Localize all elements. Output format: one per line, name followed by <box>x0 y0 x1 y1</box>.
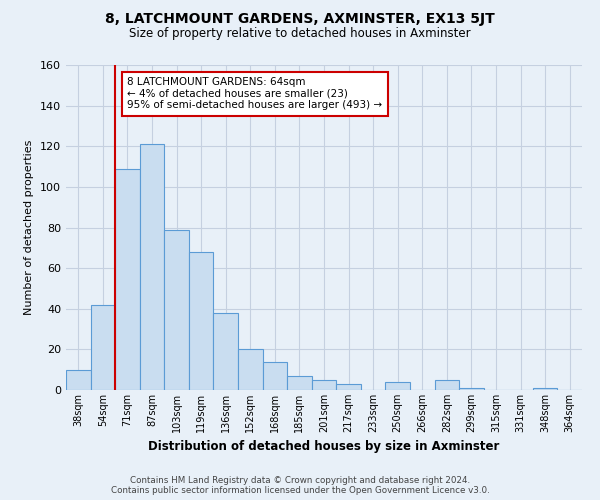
X-axis label: Distribution of detached houses by size in Axminster: Distribution of detached houses by size … <box>148 440 500 454</box>
Text: Size of property relative to detached houses in Axminster: Size of property relative to detached ho… <box>129 28 471 40</box>
Bar <box>214 313 238 390</box>
Bar <box>385 382 410 390</box>
Bar <box>164 230 189 390</box>
Bar <box>459 388 484 390</box>
Bar <box>336 384 361 390</box>
Bar <box>533 388 557 390</box>
Bar <box>287 376 312 390</box>
Text: 8, LATCHMOUNT GARDENS, AXMINSTER, EX13 5JT: 8, LATCHMOUNT GARDENS, AXMINSTER, EX13 5… <box>105 12 495 26</box>
Bar <box>66 370 91 390</box>
Bar <box>434 380 459 390</box>
Bar <box>91 304 115 390</box>
Bar <box>263 362 287 390</box>
Text: 8 LATCHMOUNT GARDENS: 64sqm
← 4% of detached houses are smaller (23)
95% of semi: 8 LATCHMOUNT GARDENS: 64sqm ← 4% of deta… <box>127 77 383 110</box>
Bar <box>140 144 164 390</box>
Text: Contains HM Land Registry data © Crown copyright and database right 2024.
Contai: Contains HM Land Registry data © Crown c… <box>110 476 490 495</box>
Bar <box>189 252 214 390</box>
Bar <box>312 380 336 390</box>
Y-axis label: Number of detached properties: Number of detached properties <box>25 140 34 315</box>
Bar <box>238 350 263 390</box>
Bar <box>115 168 140 390</box>
